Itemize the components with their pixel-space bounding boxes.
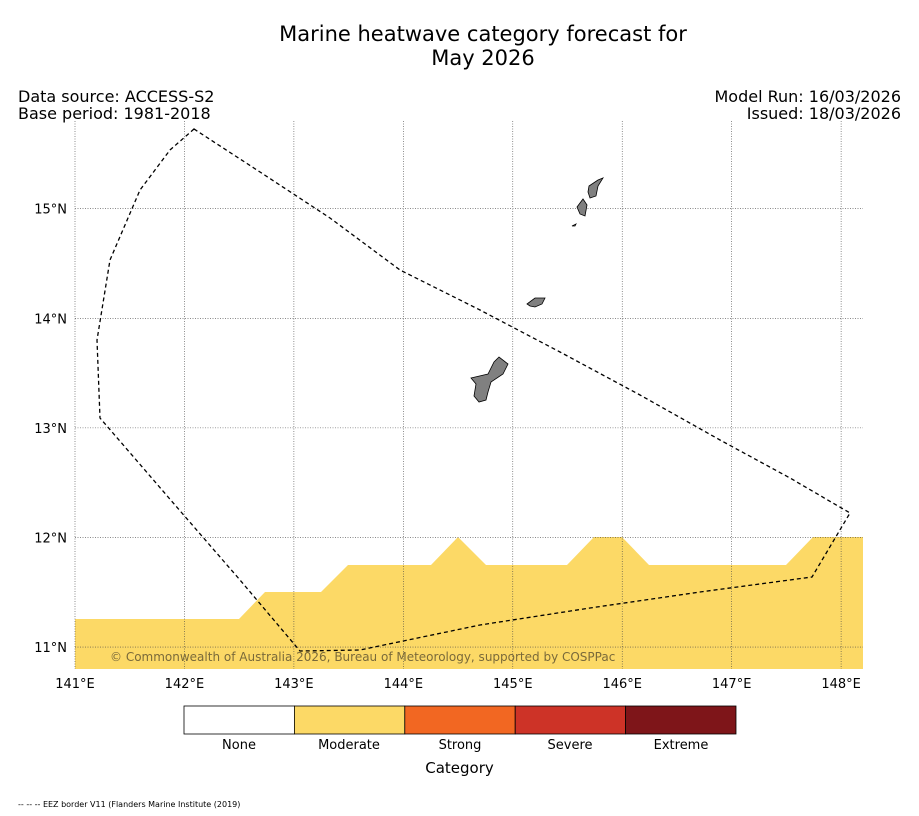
colorbar-swatch-severe <box>514 705 627 735</box>
lon-tick-label: 145°E <box>493 677 533 692</box>
colorbar-swatch-extreme <box>625 705 737 735</box>
colorbar-label-severe: Severe <box>547 738 593 753</box>
base-period-text: Base period: 1981-2018 <box>18 104 211 123</box>
colorbar-label-moderate: Moderate <box>318 738 380 753</box>
colorbar-title: Category <box>425 759 494 777</box>
map-plot-area: © Commonwealth of Australia 2026, Bureau… <box>74 121 863 669</box>
lat-tick-label: 11°N <box>34 641 67 656</box>
lon-tick-label: 148°E <box>821 677 861 692</box>
colorbar-label-extreme: Extreme <box>653 738 709 753</box>
model-run-text: Model Run: 16/03/2026 <box>714 87 902 106</box>
copyright-text: © Commonwealth of Australia 2026, Bureau… <box>110 650 615 664</box>
colorbar-label-none: None <box>222 738 256 753</box>
issued-text: Issued: 18/03/2026 <box>746 104 901 123</box>
lon-tick-label: 143°E <box>274 677 314 692</box>
eez-footnote: -- -- -- EEZ border V11 (Flanders Marine… <box>18 800 241 809</box>
model-run-info: Model Run: 16/03/2026 Issued: 18/03/2026 <box>715 88 902 122</box>
colorbar-label-strong: Strong <box>438 738 482 753</box>
colorbar-swatch-none <box>183 705 295 735</box>
colorbar-swatch-moderate <box>293 705 406 735</box>
latitude-tick-labels: 15°N 14°N 13°N 12°N 11°N <box>34 203 67 656</box>
data-source-text: Data source: ACCESS-S2 <box>18 87 215 106</box>
eez-border <box>96 128 851 652</box>
lat-tick-label: 14°N <box>34 312 67 327</box>
colorbar <box>183 705 737 735</box>
lat-tick-label: 15°N <box>34 203 67 218</box>
moderate-heatwave-region <box>75 537 863 669</box>
lon-tick-label: 147°E <box>712 677 752 692</box>
longitude-tick-labels: 141°E 142°E 143°E 144°E 145°E 146°E 147°E 148°E <box>55 677 861 692</box>
map-title: Marine heatwave category forecast for Ma… <box>0 22 919 70</box>
saipan-island <box>587 177 604 199</box>
lat-tick-label: 12°N <box>34 531 67 546</box>
rota-island <box>526 297 546 308</box>
title-line-1: Marine heatwave category forecast for <box>279 22 687 46</box>
lon-tick-label: 142°E <box>165 677 205 692</box>
lat-tick-label: 13°N <box>34 422 67 437</box>
title-line-2: May 2026 <box>431 46 535 70</box>
guam-island <box>470 356 509 403</box>
data-source-info: Data source: ACCESS-S2 Base period: 1981… <box>18 88 214 122</box>
colorbar-swatch-strong <box>404 705 516 735</box>
lon-tick-label: 146°E <box>602 677 642 692</box>
lon-tick-label: 144°E <box>384 677 424 692</box>
aguijan-island <box>571 223 577 227</box>
lon-tick-label: 141°E <box>55 677 95 692</box>
tinian-island <box>576 198 588 217</box>
